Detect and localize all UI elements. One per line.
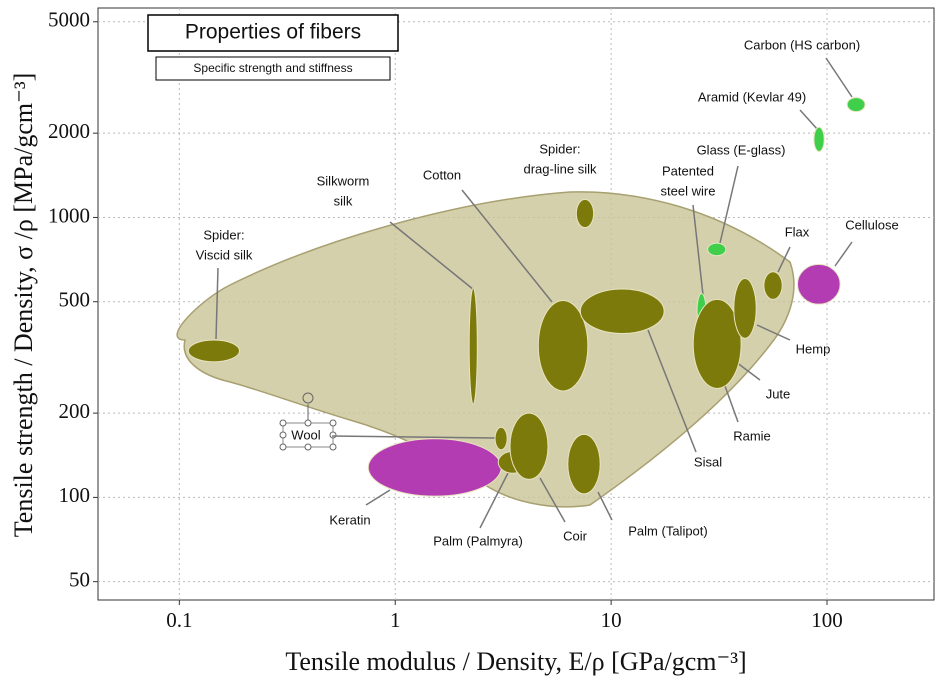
leader-line [389, 221, 475, 291]
fiber-label: Spider: [203, 227, 244, 242]
leader-line [735, 361, 761, 381]
y-tick-label: 5000 [48, 8, 90, 32]
fiber-label: Carbon (HS carbon) [744, 37, 860, 52]
x-tick-label: 0.1 [166, 608, 192, 632]
fiber-ellipse [579, 288, 665, 334]
x-tick-label: 10 [601, 608, 622, 632]
fiber-label: Jute [766, 386, 791, 401]
leader-line [777, 246, 791, 273]
fiber-label: steel wire [661, 183, 716, 198]
x-tick-label: 100 [811, 608, 843, 632]
fiber-ellipse [468, 287, 478, 405]
fiber-label: drag-line silk [524, 161, 597, 176]
x-axis-label: Tensile modulus / Density, E/ρ [GPa/gcm⁻… [285, 647, 746, 676]
fiber-label: Glass (E-glass) [697, 142, 786, 157]
fiber-ellipse [707, 242, 727, 257]
fiber-label: Flax [785, 224, 810, 239]
fiber-ellipse [813, 126, 825, 153]
leader-line [799, 109, 819, 131]
fiber-ellipse [367, 438, 502, 497]
fiber-ellipse [494, 426, 508, 451]
chart-title: Properties of fibers [185, 21, 361, 44]
fiber-label: Spider: [539, 141, 580, 156]
fiber-ellipse [733, 278, 757, 339]
y-tick-label: 100 [59, 483, 91, 507]
natural-fiber-region [176, 191, 795, 508]
y-axis-label: Tensile strength / Density, σ /ρ [MPa/gc… [9, 73, 38, 538]
fiber-label: Cotton [423, 167, 461, 182]
selection-handles [279, 392, 337, 451]
y-tick-label: 50 [69, 567, 90, 591]
leader-line [756, 324, 791, 341]
fiber-label: Aramid (Kevlar 49) [698, 89, 806, 104]
fiber-ellipse [575, 198, 595, 229]
leader-line [597, 491, 613, 521]
fiber-ellipse [846, 97, 866, 113]
fiber-label: Wool [291, 427, 320, 442]
fiber-label: Cellulose [845, 217, 898, 232]
fiber-ellipse [567, 433, 601, 495]
fiber-ellipse [187, 339, 241, 363]
fiber-label: Ramie [733, 428, 771, 443]
y-tick-label: 2000 [48, 119, 90, 143]
fiber-ellipse [692, 298, 742, 389]
fiber-ellipse [797, 263, 841, 305]
fiber-label: Hemp [796, 341, 831, 356]
leader-line [825, 57, 853, 98]
leader-line [365, 489, 391, 506]
leader-line [479, 472, 509, 529]
leader-line [215, 267, 219, 340]
subtitle-box [155, 56, 391, 81]
leader-line [834, 241, 853, 267]
leader-line [539, 477, 566, 523]
fiber-label: Palm (Talipot) [628, 523, 707, 538]
fiber-label: Patented [662, 163, 714, 178]
fiber-label: Coir [563, 528, 588, 543]
leader-line [461, 189, 553, 303]
x-tick-label: 1 [390, 608, 401, 632]
fiber-label: Sisal [694, 454, 722, 469]
fiber-label: Viscid silk [196, 247, 253, 262]
leader-line [331, 435, 496, 439]
fiber-ellipse [537, 300, 589, 392]
leader-line [719, 165, 739, 244]
leader-line [647, 329, 697, 453]
leader-line [692, 204, 704, 296]
fiber-ellipse [763, 271, 783, 300]
fiber-label: Keratin [329, 512, 370, 527]
chart-subtitle: Specific strength and stiffness [193, 61, 352, 75]
fiber-label: silk [334, 193, 353, 208]
fiber-ellipse [509, 412, 549, 480]
y-tick-label: 500 [59, 288, 91, 312]
y-tick-label: 1000 [48, 203, 90, 227]
title-box [147, 14, 399, 52]
fiber-label: Silkworm [317, 173, 370, 188]
fiber-label: Palm (Palmyra) [433, 533, 523, 548]
y-tick-label: 200 [59, 399, 91, 423]
